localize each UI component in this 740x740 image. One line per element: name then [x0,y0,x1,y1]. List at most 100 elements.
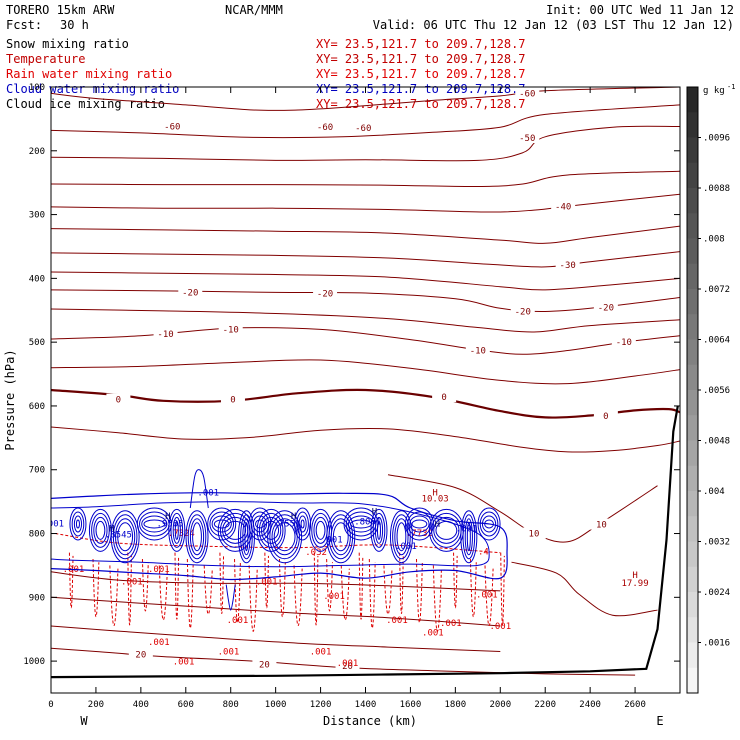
cloud-water-cell [481,515,497,533]
rain-label: .7324 [168,529,195,539]
field-name: Snow mixing ratio [6,37,129,51]
contour-label: 0 [116,396,121,406]
x-tick-label: 1200 [310,700,332,710]
y-tick-label: 400 [29,274,45,284]
contour-label-bg [515,132,540,144]
contour-label-bg [252,658,277,670]
cloud-water-cell [389,510,413,564]
cloud-water-cell [211,515,232,533]
cloud-water-cell [91,512,110,548]
rain-contour [127,552,132,626]
cloud-water-label: .8061 [354,518,381,528]
contour-label: -10 [616,338,632,348]
contour-label: -10 [157,330,173,340]
cloud-water-cell [95,520,106,540]
cloud-water-cell [170,512,184,548]
y-tick-label: 100 [29,83,45,93]
cloud-water-cell [71,511,85,537]
rain-contour [383,565,393,615]
y-tick-label: 1000 [23,657,45,667]
temperature-contour [51,327,680,355]
plot-content: -60 -60 -60 -60 -50 -40 -30 -20 -20 -20 -20 -10 -10 -… [51,87,680,679]
high-marker: H [432,488,437,498]
cloud-water-cell [73,515,83,533]
rain-contour [109,565,119,626]
cloud-water-label: .001 [395,542,417,552]
contour-label-bg [313,287,338,299]
rain-contour [415,559,423,623]
contour-label: -60 [164,123,180,133]
cloud-water-label: H [372,507,377,517]
cloud-water-cell [69,507,87,541]
x-axis-label: Distance (km) [323,714,417,728]
contour-label-bg [510,305,535,317]
y-tick-label: 200 [29,147,45,157]
contour-label: -20 [182,288,198,298]
temperature-contour [511,561,658,617]
forecast-label: Fcst: [6,18,42,32]
cloud-water-cell [460,510,478,564]
cloud-water-contour [225,584,236,611]
rain-label: .001 [218,648,240,658]
field-name: Cloud ice mixing ratio [6,97,165,111]
y-tick-label: 500 [29,338,45,348]
colorbar-swatch [687,364,698,391]
field-xy: XY= 23.5,121.7 to 209.7,128.7 [316,97,526,111]
cloud-water-cell [294,507,312,541]
cloud-water-cell [256,508,286,552]
rain-label: .001 [489,622,511,632]
contour-label-bg [555,258,580,270]
cloud-water-cell [117,522,134,552]
rain-label: .001 [476,590,498,600]
contour-label: 10 [596,521,607,531]
contour-label-bg [611,336,636,348]
rain-contour [158,565,168,621]
rain-label: .001 [323,592,345,602]
y-tick-label: 700 [29,466,45,476]
colorbar-tick-label: .0064 [703,336,730,346]
cloud-water-cell [141,515,168,533]
temperature-contour [51,271,680,291]
west-label: W [80,714,88,728]
valid-time: Valid: 06 UTC Thu 12 Jan 12 (03 LST Thu … [373,18,734,32]
rain-contour [92,559,100,617]
x-tick-label: 400 [133,700,149,710]
contour-label-bg [335,660,360,672]
cloud-water-cell [407,511,432,537]
x-tick-label: 1600 [400,700,422,710]
rain-label: .001 [227,616,249,626]
colorbar: .0096 .0088 .008 .0072 .0064 .0056 .0048 .004 .0… [686,83,735,694]
contour-label: 20 [342,662,353,672]
contour-label: 20 [259,660,270,670]
rain-label: .001 [256,578,278,588]
colorbar-swatch [687,667,698,694]
rain-label: .001 [148,638,170,648]
axes: 0 200 400 600 800 1000 1200 1400 1600 1800 2000 220… [23,83,680,710]
contour-label-bg [313,121,338,133]
rain-contour [469,559,477,617]
y-tick-label: 300 [29,211,45,221]
cloud-water-label: .9565 [157,520,184,530]
temperature-contour [51,388,680,419]
cloud-water-cell [244,522,249,552]
center-title: NCAR/MMM [225,3,283,17]
rain-label: .001 [173,657,195,667]
colorbar-swatch [687,440,698,467]
rain-contour [313,552,319,626]
cloud-water-cell [433,516,460,544]
colorbar-tick-label: .0032 [703,538,730,548]
temperature-contour [51,170,680,188]
y-tick-label: 600 [29,402,45,412]
colorbar-tick-label: .0056 [703,386,730,396]
rain-contour [500,552,505,626]
cloud-water-cell [172,516,181,544]
rain-contour [234,559,241,623]
contour-label-bg [351,121,376,133]
temperature-contour [51,308,680,333]
cloud-water-cell [267,510,303,564]
cloud-water-label: H [291,512,296,522]
cloud-water-cell [185,510,209,564]
rain-label: .001 [440,619,462,629]
contour-label: -50 [519,134,535,144]
cloud-water-cell [409,515,430,533]
